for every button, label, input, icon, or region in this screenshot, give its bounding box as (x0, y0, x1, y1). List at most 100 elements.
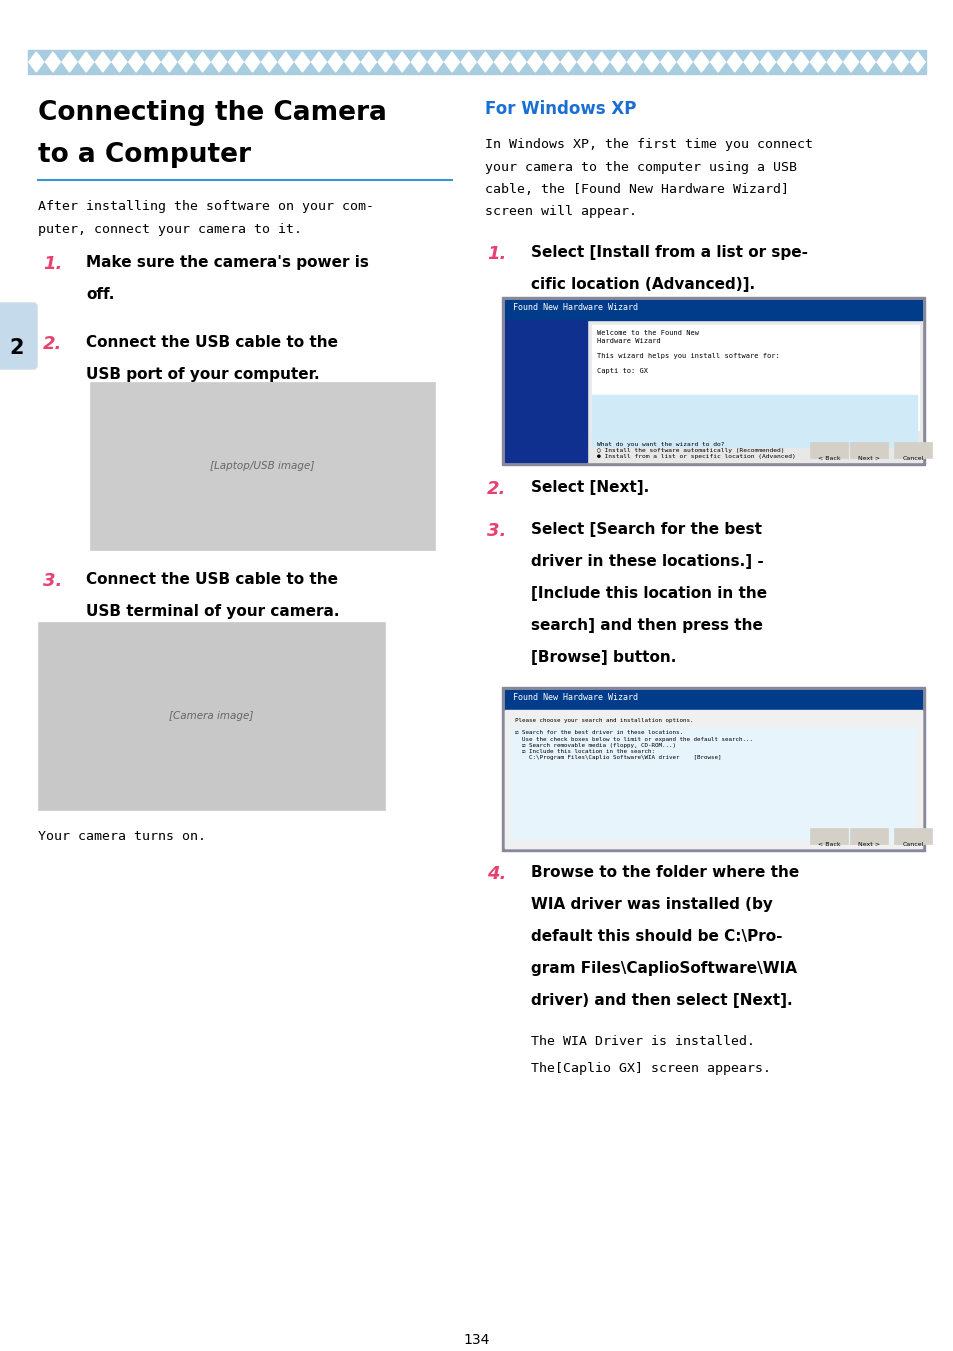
Text: USB terminal of your camera.: USB terminal of your camera. (86, 604, 339, 619)
Text: The[Caplio GX] screen appears.: The[Caplio GX] screen appears. (531, 1062, 770, 1075)
Text: USB port of your computer.: USB port of your computer. (86, 367, 319, 382)
FancyBboxPatch shape (0, 303, 37, 369)
Bar (893, 828, 931, 844)
Text: Select [Install from a list or spe-: Select [Install from a list or spe- (531, 245, 807, 259)
Text: driver) and then select [Next].: driver) and then select [Next]. (531, 993, 792, 1008)
Text: 2.: 2. (486, 480, 506, 499)
Polygon shape (643, 51, 659, 72)
Polygon shape (428, 51, 442, 72)
Polygon shape (660, 51, 675, 72)
Bar (504, 711, 921, 848)
Text: off.: off. (86, 286, 114, 303)
Polygon shape (312, 51, 326, 72)
Text: Select [Next].: Select [Next]. (531, 480, 649, 494)
Bar (849, 828, 887, 844)
Text: [Laptop/USB image]: [Laptop/USB image] (210, 461, 314, 471)
Polygon shape (793, 51, 808, 72)
Polygon shape (760, 51, 775, 72)
Text: your camera to the computer using a USB: your camera to the computer using a USB (484, 161, 796, 173)
Polygon shape (95, 51, 111, 72)
Text: < Back: < Back (817, 457, 840, 461)
Polygon shape (710, 51, 725, 72)
Text: 134: 134 (463, 1333, 490, 1347)
Polygon shape (594, 51, 609, 72)
Polygon shape (777, 51, 791, 72)
Text: 2.: 2. (43, 335, 62, 353)
Bar (38, 621, 385, 811)
Polygon shape (860, 51, 875, 72)
Text: Found New Hardware Wizard: Found New Hardware Wizard (513, 303, 638, 312)
Polygon shape (610, 51, 625, 72)
Text: 3.: 3. (43, 571, 62, 590)
Polygon shape (511, 51, 525, 72)
Text: default this should be C:\Pro-: default this should be C:\Pro- (531, 929, 781, 944)
Polygon shape (228, 51, 243, 72)
Polygon shape (494, 51, 509, 72)
Text: For Windows XP: For Windows XP (484, 100, 636, 118)
Polygon shape (544, 51, 558, 72)
Text: 1.: 1. (486, 245, 506, 263)
Polygon shape (328, 51, 343, 72)
Polygon shape (46, 51, 60, 72)
Text: 1.: 1. (43, 255, 62, 273)
Bar (809, 442, 847, 458)
Text: Browse to the folder where the: Browse to the folder where the (531, 865, 799, 880)
Polygon shape (726, 51, 741, 72)
Text: After installing the software on your com-: After installing the software on your co… (38, 200, 374, 213)
Text: Your camera turns on.: Your camera turns on. (38, 830, 206, 843)
Polygon shape (627, 51, 641, 72)
Text: Next >: Next > (857, 457, 879, 461)
Polygon shape (477, 51, 493, 72)
Bar (504, 690, 921, 848)
Text: Found New Hardware Wizard: Found New Hardware Wizard (513, 693, 638, 703)
Text: The WIA Driver is installed.: The WIA Driver is installed. (531, 1035, 754, 1048)
Bar (893, 442, 931, 458)
Polygon shape (344, 51, 359, 72)
Bar (28, 50, 925, 74)
Polygon shape (577, 51, 592, 72)
Polygon shape (527, 51, 542, 72)
Polygon shape (893, 51, 907, 72)
Text: search] and then press the: search] and then press the (531, 617, 762, 634)
Text: driver in these locations.] -: driver in these locations.] - (531, 554, 763, 569)
Text: [Browse] button.: [Browse] button. (531, 650, 676, 665)
Text: What do you want the wizard to do?
○ Install the software automatically (Recomme: What do you want the wizard to do? ○ Ins… (597, 442, 795, 459)
Polygon shape (29, 51, 44, 72)
Polygon shape (294, 51, 310, 72)
Bar (501, 297, 924, 465)
Polygon shape (278, 51, 293, 72)
Text: puter, connect your camera to it.: puter, connect your camera to it. (38, 223, 302, 235)
Text: 4.: 4. (486, 865, 506, 884)
Polygon shape (560, 51, 576, 72)
Bar (501, 688, 924, 851)
Polygon shape (78, 51, 93, 72)
Text: Connect the USB cable to the: Connect the USB cable to the (86, 335, 337, 350)
Bar (849, 442, 887, 458)
Text: Cancel: Cancel (902, 842, 923, 847)
Text: Select [Search for the best: Select [Search for the best (531, 521, 761, 536)
Polygon shape (411, 51, 426, 72)
Bar (592, 326, 918, 430)
Bar (504, 300, 921, 320)
Polygon shape (809, 51, 824, 72)
Text: cific location (Advanced)].: cific location (Advanced)]. (531, 277, 755, 292)
Polygon shape (876, 51, 891, 72)
Polygon shape (62, 51, 77, 72)
Polygon shape (145, 51, 160, 72)
Text: < Back: < Back (817, 842, 840, 847)
Polygon shape (909, 51, 924, 72)
Polygon shape (693, 51, 708, 72)
Bar (90, 382, 435, 550)
Text: to a Computer: to a Computer (38, 142, 251, 168)
Text: Connecting the Camera: Connecting the Camera (38, 100, 387, 126)
Polygon shape (395, 51, 409, 72)
Text: Welcome to the Found New
Hardware Wizard

This wizard helps you install software: Welcome to the Found New Hardware Wizard… (597, 330, 779, 373)
Text: In Windows XP, the first time you connect: In Windows XP, the first time you connec… (484, 138, 812, 151)
Text: [Include this location in the: [Include this location in the (531, 586, 766, 601)
Text: gram Files\CaplioSoftware\WIA: gram Files\CaplioSoftware\WIA (531, 961, 796, 975)
Polygon shape (212, 51, 227, 72)
Polygon shape (460, 51, 476, 72)
Polygon shape (129, 51, 144, 72)
Polygon shape (261, 51, 276, 72)
Polygon shape (677, 51, 692, 72)
